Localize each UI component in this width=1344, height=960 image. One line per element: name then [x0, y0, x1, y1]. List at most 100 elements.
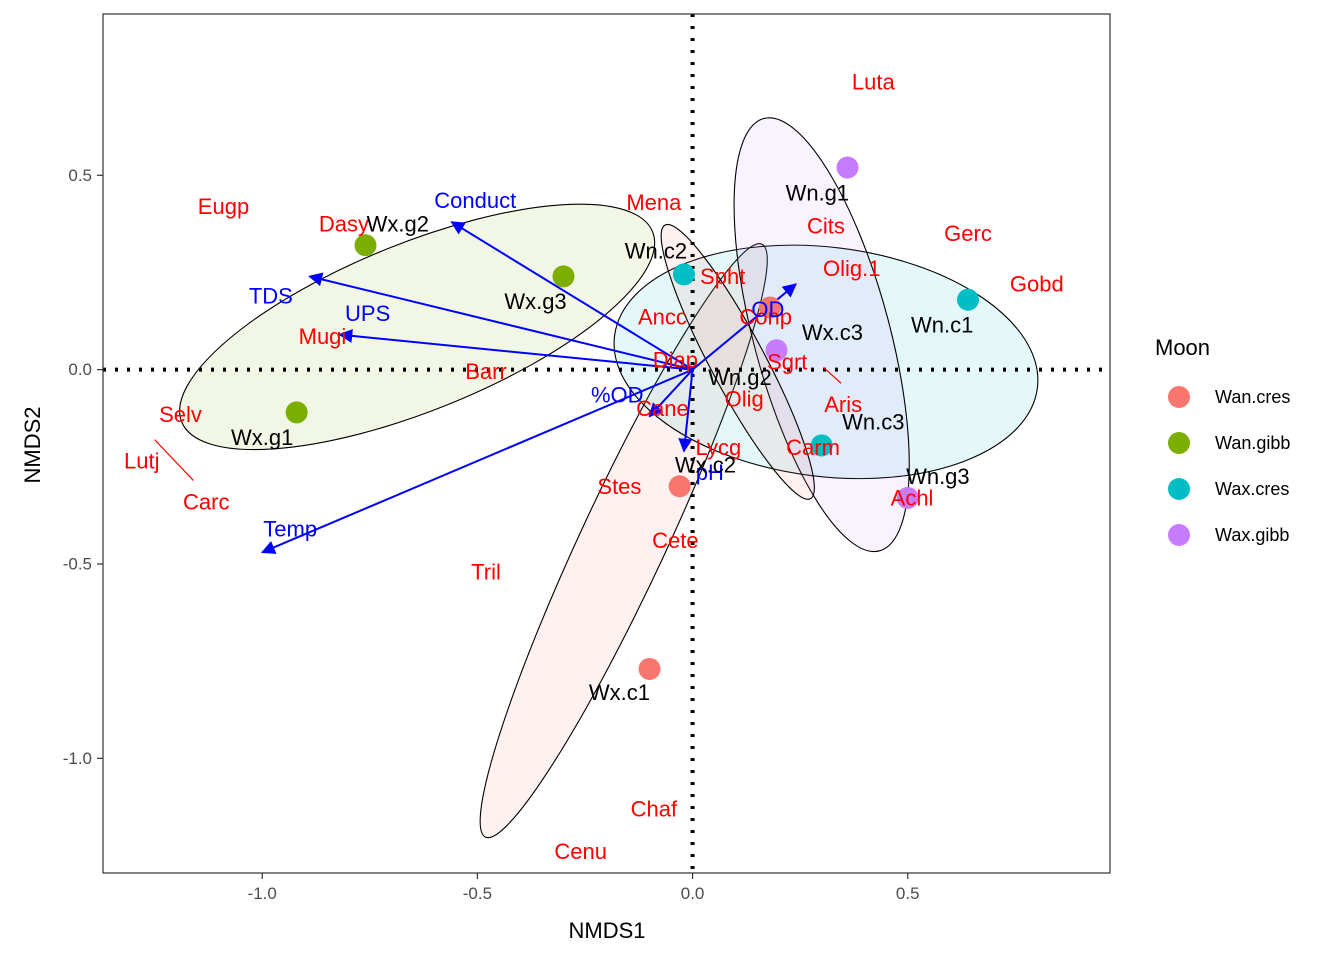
species-label-mena: Mena [626, 190, 682, 215]
env-arrow-od [691, 283, 797, 371]
env-arrow-ups [338, 328, 693, 371]
ellipse-wax-cres-2 [613, 244, 1039, 480]
species-label-carc: Carc [183, 489, 229, 514]
y-tick-label-2: 0.0 [68, 360, 92, 379]
site-label-wx-g1: Wx.g1 [231, 425, 293, 450]
env-arrow-temp [260, 368, 693, 554]
ellipse-wan-cres-4 [660, 223, 815, 500]
env-label-ph: pH [696, 460, 724, 485]
legend-label-wan-gibb: Wan.gibb [1215, 433, 1290, 453]
site-label-wx-c3: Wx.c3 [802, 320, 863, 345]
species-label-spht: Spht [700, 264, 745, 289]
site-label-wn-g1: Wn.g1 [786, 180, 850, 205]
leader-line-0 [154, 439, 194, 481]
species-label-stes: Stes [597, 474, 641, 499]
legend-label-wax-gibb: Wax.gibb [1215, 525, 1289, 545]
legend-key-wax-gibb [1168, 524, 1190, 546]
legend-label-wax-cres: Wax.cres [1215, 479, 1289, 499]
site-point-wn-g1 [836, 156, 859, 179]
species-label-cane: Cane [636, 396, 689, 421]
axes: -1.0 -0.5 0.0 0.5 -1.0 -0.5 0.0 0.5 [63, 166, 920, 903]
species-label-conp: Conp [739, 305, 792, 330]
site-label-wn-c3: Wn.c3 [842, 410, 904, 435]
site-point-wx-c3 [759, 296, 782, 319]
env-label-temp: Temp [263, 517, 317, 542]
species-label-ancc: Ancc [638, 305, 687, 330]
legend-key-wax-cres [1168, 478, 1190, 500]
y-axis-title: NMDS2 [20, 406, 45, 483]
site-point-wx-g2 [354, 234, 377, 257]
site-label-wn-g2: Wn.g2 [708, 365, 772, 390]
leader-line-1 [823, 367, 842, 384]
species-label-gerc: Gerc [944, 221, 992, 246]
site-point-wn-g2 [765, 339, 788, 362]
species-label-chaf: Chaf [631, 796, 678, 821]
site-label-wx-g3: Wx.g3 [504, 289, 566, 314]
env-arrow-ph [678, 369, 694, 453]
species-label-aris: Aris [824, 392, 862, 417]
x-axis-title: NMDS1 [568, 918, 645, 943]
site-point-wx-c1 [638, 657, 661, 680]
site-point-wx-c2 [668, 475, 691, 498]
site-point-wn-c2 [672, 263, 695, 286]
environment-vectors [260, 221, 797, 554]
site-label-wx-g2: Wx.g2 [367, 211, 429, 236]
species-label-cits: Cits [807, 213, 845, 238]
env-arrow-od [648, 368, 694, 418]
species-label-diap: Diap [653, 347, 698, 372]
x-tick-label-1: -0.5 [463, 884, 492, 903]
x-tick-label-0: -1.0 [248, 884, 277, 903]
species-label-olig: Olig [725, 386, 764, 411]
legend: Moon Wan.cres Wan.gibb Wax.cres Wax.gibb [1155, 335, 1290, 546]
legend-key-wan-gibb [1168, 432, 1190, 454]
site-point-wn-c1 [956, 288, 979, 311]
site-label-wn-g3: Wn.g3 [906, 464, 970, 489]
env-label-conduct: Conduct [434, 188, 516, 213]
site-point-wx-g1 [285, 401, 308, 424]
legend-key-wan-cres [1168, 386, 1190, 408]
site-label-wx-c1: Wx.c1 [589, 680, 650, 705]
legend-title: Moon [1155, 335, 1210, 360]
ellipse-wan-cres-0 [479, 243, 768, 839]
x-tick-label-3: 0.5 [896, 884, 920, 903]
group-ellipses [179, 117, 1039, 839]
y-tick-label-0: -1.0 [63, 749, 92, 768]
site-point-wn-g3 [896, 486, 919, 509]
species-label-achl: Achl [891, 485, 934, 510]
species-label-selv: Selv [159, 402, 202, 427]
legend-label-wan-cres: Wan.cres [1215, 387, 1290, 407]
ellipse-wan-gibb-1 [179, 203, 656, 451]
site-labels: Wx.c1 Wx.c2 Wx.c3 Wx.g1 Wx.g2 Wx.g3 Wn.c1 Wn.c2… [231, 180, 973, 704]
site-points [285, 156, 979, 680]
env-label-tds: TDS [249, 283, 293, 308]
species-label-lutj: Lutj [124, 448, 159, 473]
env-arrow-conduct [450, 221, 694, 371]
ellipse-wax-gibb-3 [733, 117, 910, 553]
site-point-wn-c3 [810, 434, 833, 457]
env-label-od: %OD [591, 382, 644, 407]
y-tick-label-3: 0.5 [68, 166, 92, 185]
species-label-eugp: Eugp [198, 194, 249, 219]
species-label-carm: Carm [786, 435, 840, 460]
site-point-wx-g3 [552, 265, 575, 288]
species-label-gobd: Gobd [1010, 272, 1064, 297]
env-label-od: OD [751, 297, 784, 322]
environment-labels: Conduct TDS UPS Temp %OD OD pH [249, 188, 785, 541]
site-label-wn-c1: Wn.c1 [911, 312, 973, 337]
x-tick-label-2: 0.0 [681, 884, 705, 903]
species-leader-lines [154, 367, 842, 481]
y-tick-label-1: -0.5 [63, 554, 92, 573]
site-label-wn-c2: Wn.c2 [625, 239, 687, 264]
panel-border [102, 13, 1111, 874]
species-label-lycg: Lycg [696, 435, 742, 460]
species-label-tril: Tril [471, 559, 501, 584]
env-label-ups: UPS [345, 301, 390, 326]
species-label-cenu: Cenu [554, 839, 607, 864]
species-label-cete: Cete [652, 528, 698, 553]
site-label-wx-c2: Wx.c2 [675, 452, 736, 477]
species-label-sgrt: Sgrt [767, 349, 807, 374]
species-label-dasy: Dasy [319, 211, 369, 236]
species-label-luta: Luta [852, 70, 896, 95]
species-label-mugi: Mugi [299, 324, 347, 349]
